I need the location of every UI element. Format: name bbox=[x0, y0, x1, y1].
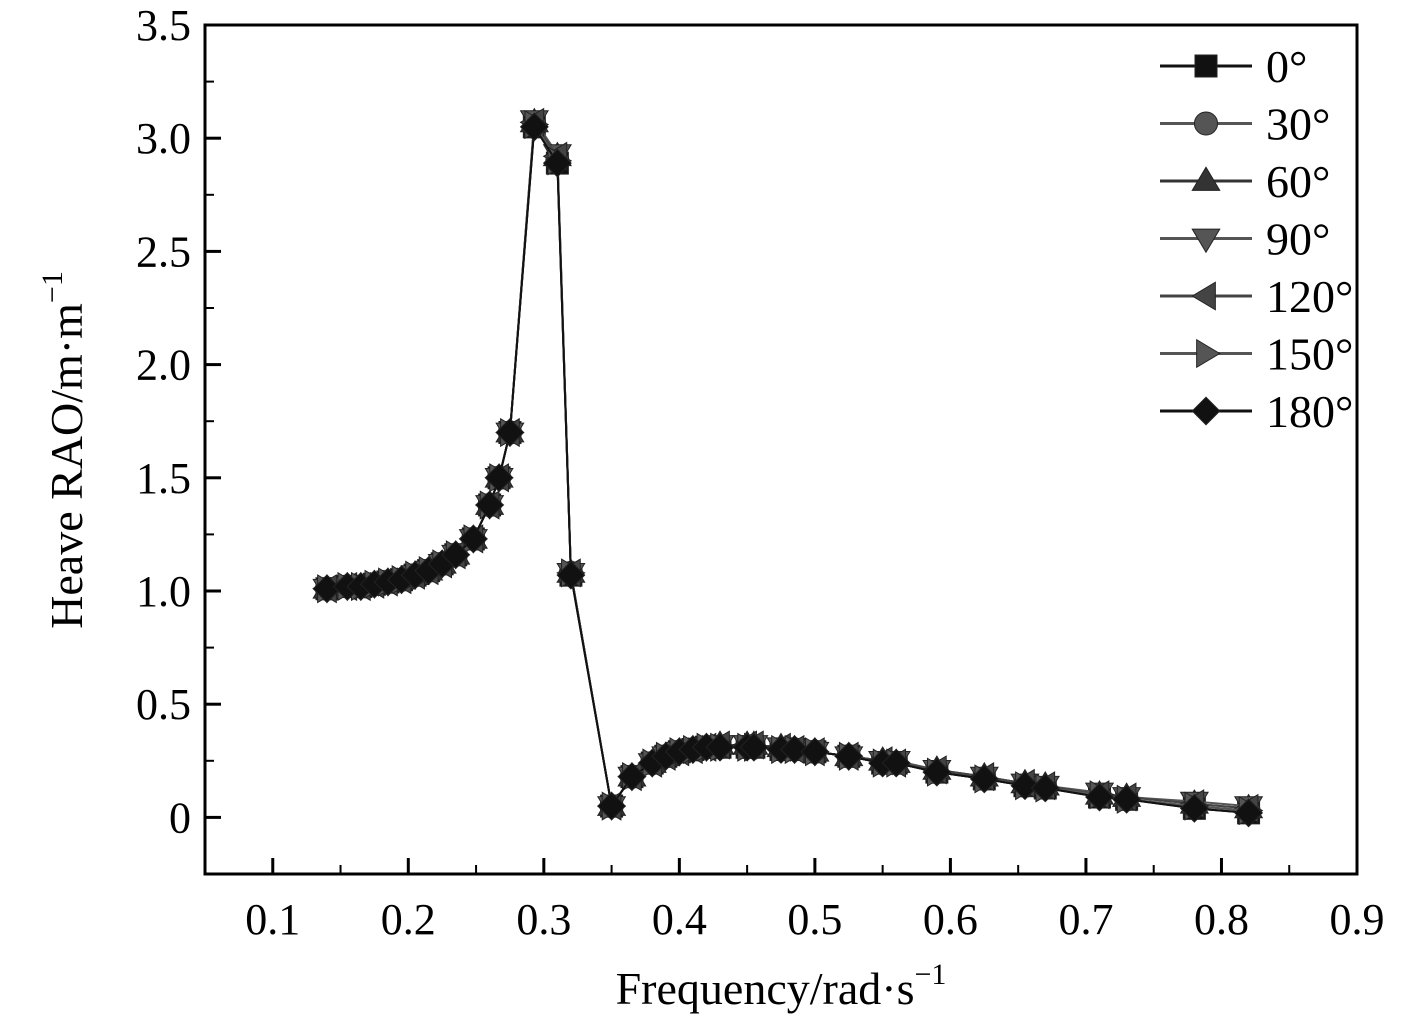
legend-label: 60° bbox=[1266, 156, 1330, 207]
x-tick-label: 0.3 bbox=[516, 895, 571, 944]
data-point bbox=[780, 735, 810, 764]
legend-item: 60° bbox=[1160, 156, 1330, 207]
x-tick-label: 0.6 bbox=[923, 895, 978, 944]
legend-label: 30° bbox=[1266, 99, 1330, 150]
data-point bbox=[556, 560, 586, 590]
y-axis-title: Heave RAO/m·m−1 bbox=[36, 271, 92, 629]
legend-item: 0° bbox=[1160, 41, 1307, 92]
data-point bbox=[1030, 773, 1060, 803]
legend-marker bbox=[1191, 396, 1221, 426]
data-point bbox=[597, 791, 627, 821]
data-point bbox=[922, 757, 952, 787]
data-point bbox=[519, 112, 549, 142]
data-point bbox=[617, 762, 647, 792]
series-4 bbox=[312, 107, 1259, 823]
series-line bbox=[326, 121, 1249, 812]
series-line bbox=[326, 123, 1249, 814]
y-tick-label: 0 bbox=[169, 793, 191, 842]
x-axis-ticks: 0.1 0.2 0.3 0.4 0.5 0.6 0.7 0.8 0.9 bbox=[245, 858, 1385, 944]
series-line bbox=[326, 119, 1249, 810]
series-line bbox=[326, 119, 1249, 810]
series-5 bbox=[317, 109, 1264, 826]
y-tick-label: 1.0 bbox=[136, 567, 191, 616]
y-tick-label: 2.5 bbox=[136, 227, 191, 276]
legend-label: 180° bbox=[1266, 386, 1353, 437]
y-axis-title-sup: −1 bbox=[36, 271, 69, 303]
data-point bbox=[739, 732, 769, 762]
y-tick-label: 3.5 bbox=[136, 1, 191, 50]
legend-marker bbox=[1191, 281, 1216, 311]
x-tick-label: 0.9 bbox=[1330, 895, 1385, 944]
data-point bbox=[1085, 782, 1114, 812]
series-2 bbox=[312, 107, 1264, 819]
y-tick-label: 2.0 bbox=[136, 341, 191, 390]
data-point bbox=[1010, 771, 1040, 801]
x-tick-label: 0.2 bbox=[381, 895, 436, 944]
data-point bbox=[800, 737, 830, 767]
legend-item: 90° bbox=[1160, 214, 1330, 265]
data-point bbox=[1112, 784, 1142, 814]
y-tick-label: 3.0 bbox=[136, 114, 191, 163]
series-6 bbox=[312, 112, 1264, 828]
x-axis-title-text: Frequency/rad·s bbox=[616, 963, 915, 1014]
series-line bbox=[326, 121, 1249, 812]
series-line bbox=[326, 117, 1249, 809]
data-point bbox=[1234, 798, 1264, 828]
data-point bbox=[484, 463, 514, 493]
series-line bbox=[326, 123, 1249, 814]
x-tick-label: 0.5 bbox=[787, 895, 842, 944]
data-point bbox=[458, 524, 488, 554]
y-axis-ticks: 0 0.5 1.0 1.5 2.0 2.5 3.0 3.5 bbox=[136, 1, 221, 842]
data-point bbox=[705, 732, 735, 762]
series-1 bbox=[314, 112, 1261, 823]
y-axis-title-text: Heave RAO/m·m bbox=[41, 303, 92, 629]
legend: 0° 30° 60° 90° 120° 150° 180° bbox=[1160, 41, 1353, 437]
x-tick-label: 0.7 bbox=[1058, 895, 1113, 944]
x-axis-title-sup: −1 bbox=[914, 958, 946, 991]
data-point bbox=[1179, 793, 1209, 823]
legend-label: 0° bbox=[1266, 41, 1307, 92]
legend-marker bbox=[1194, 54, 1218, 78]
legend-marker bbox=[1193, 111, 1219, 136]
data-point bbox=[542, 148, 572, 178]
y-tick-label: 1.5 bbox=[136, 454, 191, 503]
legend-item: 30° bbox=[1160, 99, 1330, 150]
data-point bbox=[969, 764, 999, 794]
plot-frame bbox=[203, 23, 1359, 876]
legend-label: 150° bbox=[1266, 329, 1353, 380]
legend-label: 120° bbox=[1266, 271, 1353, 322]
x-tick-label: 0.4 bbox=[652, 895, 707, 944]
legend-marker bbox=[1191, 228, 1221, 254]
data-point bbox=[475, 490, 505, 520]
y-tick-label: 0.5 bbox=[136, 680, 191, 729]
x-tick-label: 0.8 bbox=[1194, 895, 1249, 944]
data-point bbox=[881, 748, 911, 778]
data-point bbox=[495, 418, 525, 447]
series-0 bbox=[315, 115, 1261, 825]
x-tick-label: 0.1 bbox=[245, 895, 300, 944]
data-point bbox=[441, 540, 471, 570]
series-3 bbox=[312, 110, 1264, 821]
legend-marker bbox=[1196, 338, 1221, 369]
legend-label: 90° bbox=[1266, 214, 1330, 265]
legend-item: 150° bbox=[1160, 329, 1353, 380]
legend-marker bbox=[1191, 166, 1221, 191]
legend-item: 180° bbox=[1160, 386, 1353, 437]
series-layer bbox=[312, 107, 1264, 828]
data-point bbox=[834, 741, 864, 771]
legend-item: 120° bbox=[1160, 271, 1353, 322]
x-axis-title: Frequency/rad·s−1 bbox=[616, 958, 947, 1014]
